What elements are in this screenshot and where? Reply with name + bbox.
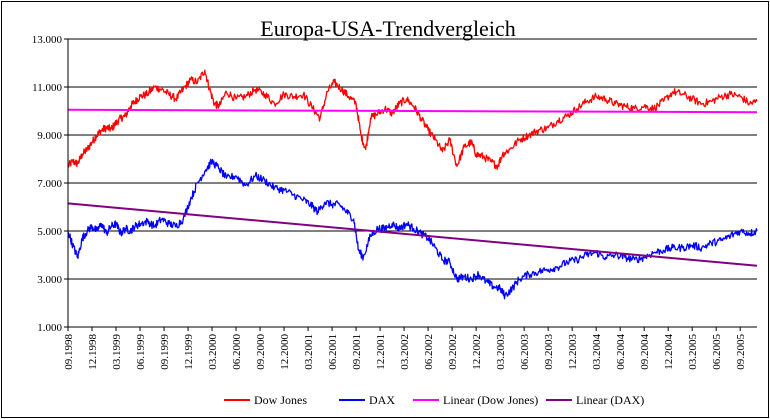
x-tick-label: 03.2002	[399, 334, 411, 370]
x-tick-label: 03.2000	[207, 334, 219, 370]
legend: Dow Jones DAX Linear (Dow Jones) Linear (DA…	[224, 393, 644, 407]
legend-label-3: Linear (DAX)	[576, 393, 644, 407]
x-tick-label: 06.2001	[327, 334, 339, 370]
legend-label-0: Dow Jones	[254, 393, 307, 407]
x-tick-label: 12.1999	[183, 334, 195, 370]
x-tick-label: 09.2000	[255, 334, 267, 370]
y-tick-label: 1.000	[37, 322, 62, 334]
y-tick-label: 7.000	[37, 178, 62, 190]
y-tick-label: 9.000	[37, 130, 62, 142]
axes	[67, 39, 757, 331]
legend-label-1: DAX	[369, 393, 395, 407]
x-tick-label: 09.2004	[639, 334, 651, 370]
x-tick-label: 12.1998	[87, 334, 99, 370]
x-tick-label: 03.2003	[495, 334, 507, 370]
y-tick-label: 13.000	[32, 34, 63, 46]
x-tick-label: 06.2003	[519, 334, 531, 370]
x-tick-label: 09.2002	[447, 334, 459, 370]
x-tick-label: 09.2003	[543, 334, 555, 370]
series-line-1	[67, 158, 758, 300]
y-axis-labels: 1.000 3.000 5.000 7.000 9.000 11.000 13.000	[32, 34, 63, 334]
x-tick-label: 06.2002	[423, 334, 435, 370]
series-line-3	[67, 202, 758, 267]
y-tick-label: 5.000	[37, 226, 62, 238]
x-tick-label: 03.2004	[591, 334, 603, 370]
x-tick-label: 06.2004	[615, 334, 627, 370]
y-tick-label: 11.000	[32, 82, 62, 94]
x-tick-label: 09.2005	[735, 334, 747, 370]
grid-lines	[64, 38, 757, 328]
legend-label-2: Linear (Dow Jones)	[443, 393, 538, 407]
x-tick-label: 12.2003	[567, 334, 579, 370]
x-tick-label: 09.1998	[63, 334, 75, 370]
series-line-2	[67, 108, 758, 114]
x-tick-label: 09.2001	[351, 334, 363, 370]
x-tick-label: 03.2001	[303, 334, 315, 370]
x-tick-label: 03.1999	[111, 334, 123, 370]
x-tick-label: 06.2005	[711, 334, 723, 370]
x-tick-label: 12.2004	[663, 334, 675, 370]
y-tick-label: 3.000	[37, 274, 62, 286]
x-tick-label: 12.2000	[279, 334, 291, 370]
x-tick-label: 09.1999	[159, 334, 171, 370]
x-axis-labels: 09.1998 12.1998 03.1999 06.1999 09.1999 12.19…	[63, 334, 747, 370]
chart-title: Europa-USA-Trendvergleich	[260, 16, 515, 41]
x-tick-label: 03.2005	[687, 334, 699, 370]
x-tick-label: 06.2000	[231, 334, 243, 370]
x-tick-label: 12.2001	[375, 334, 387, 370]
series-line-0	[67, 69, 758, 170]
x-tick-label: 06.1999	[135, 334, 147, 370]
plot-area	[67, 69, 758, 300]
x-tick-label: 12.2002	[471, 334, 483, 370]
